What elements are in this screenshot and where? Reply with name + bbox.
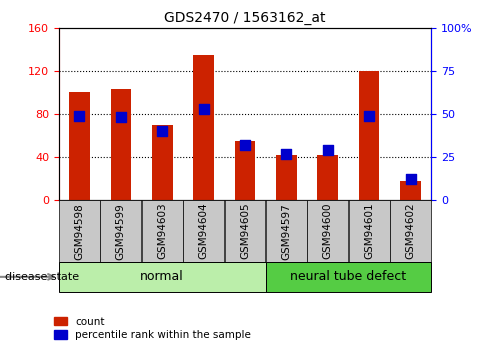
- Bar: [400, 181, 421, 200]
- Bar: [235, 141, 255, 200]
- Bar: [349, 200, 390, 262]
- Text: GSM94602: GSM94602: [406, 203, 416, 259]
- Bar: [59, 262, 266, 292]
- Text: GSM94600: GSM94600: [323, 203, 333, 259]
- Bar: [69, 92, 90, 200]
- Point: [200, 106, 208, 111]
- Point: [241, 142, 249, 148]
- Text: GSM94599: GSM94599: [116, 203, 126, 259]
- Bar: [390, 200, 431, 262]
- Bar: [142, 200, 183, 262]
- Bar: [193, 55, 214, 200]
- Bar: [276, 155, 297, 200]
- Title: GDS2470 / 1563162_at: GDS2470 / 1563162_at: [164, 11, 326, 25]
- Bar: [318, 155, 338, 200]
- Text: GSM94597: GSM94597: [281, 203, 292, 259]
- Bar: [224, 200, 266, 262]
- Text: GSM94605: GSM94605: [240, 203, 250, 259]
- Bar: [307, 200, 348, 262]
- Bar: [183, 200, 224, 262]
- Text: GSM94598: GSM94598: [74, 203, 84, 259]
- Text: GSM94603: GSM94603: [157, 203, 167, 259]
- Point: [158, 128, 166, 134]
- Bar: [359, 71, 379, 200]
- Text: disease state: disease state: [5, 272, 79, 282]
- Text: normal: normal: [140, 270, 184, 283]
- Point: [75, 113, 83, 118]
- Bar: [266, 262, 431, 292]
- Bar: [100, 200, 141, 262]
- Bar: [111, 89, 131, 200]
- Point: [324, 147, 332, 153]
- Bar: [59, 200, 100, 262]
- Bar: [266, 200, 307, 262]
- Point: [365, 113, 373, 118]
- Text: GSM94601: GSM94601: [364, 203, 374, 259]
- Point: [407, 177, 415, 182]
- Text: neural tube defect: neural tube defect: [291, 270, 407, 283]
- Point: [282, 151, 290, 156]
- Legend: count, percentile rank within the sample: count, percentile rank within the sample: [54, 317, 251, 340]
- Bar: [152, 125, 172, 200]
- Point: [117, 115, 125, 120]
- Text: GSM94604: GSM94604: [198, 203, 209, 259]
